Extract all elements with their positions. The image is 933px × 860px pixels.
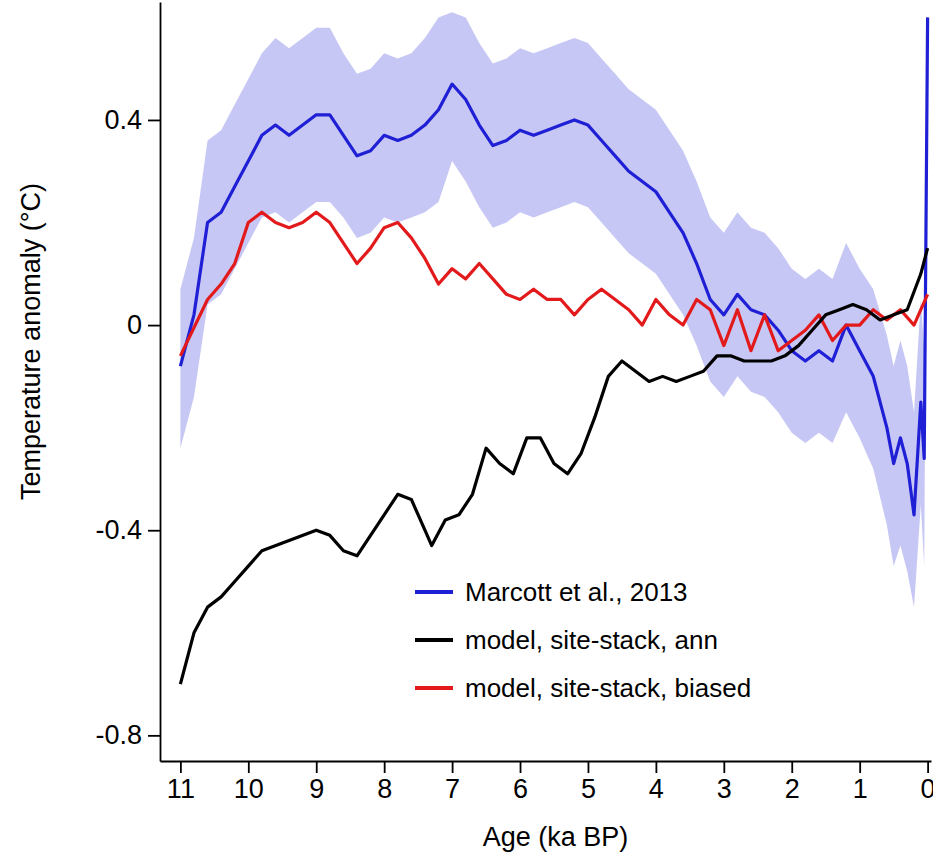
marks <box>180 12 927 684</box>
x-tick: 7 <box>445 761 460 804</box>
x-tick-mark <box>520 761 522 773</box>
x-tick: 8 <box>377 761 392 804</box>
y-tick-mark <box>148 735 160 737</box>
x-tick: 9 <box>309 761 324 804</box>
y-tick-label: 0 <box>127 310 142 340</box>
x-tick-label: 9 <box>309 774 324 804</box>
x-tick-label: 7 <box>445 774 460 804</box>
x-tick-label: 3 <box>717 774 732 804</box>
y-tick: 0 <box>127 310 160 340</box>
chart: 0.40-0.4-0.811109876543210Age (ka BP)Tem… <box>0 0 933 860</box>
x-tick-label: 11 <box>167 774 195 804</box>
x-tick-label: 1 <box>853 774 868 804</box>
x-tick-mark <box>723 761 725 773</box>
x-tick-label: 4 <box>649 774 664 804</box>
x-axis-title: Age (ka BP) <box>483 822 629 852</box>
x-tick-label: 0 <box>921 774 933 804</box>
series-line <box>180 17 927 514</box>
y-axis-line <box>160 3 162 762</box>
x-tick-label: 10 <box>234 774 264 804</box>
x-tick-mark <box>384 761 386 773</box>
y-tick-label: -0.4 <box>95 515 142 545</box>
x-tick: 5 <box>581 761 596 804</box>
x-tick: 3 <box>717 761 732 804</box>
x-tick-mark <box>927 761 929 773</box>
y-tick-label: -0.8 <box>95 720 142 750</box>
y-axis-title: Temperature anomaly (°C) <box>16 183 46 500</box>
x-tick-mark <box>180 761 182 773</box>
x-tick-mark <box>452 761 454 773</box>
x-tick: 10 <box>234 761 264 804</box>
x-tick-label: 6 <box>513 774 528 804</box>
series-line <box>180 212 927 356</box>
y-axis: 0.4 0 -0.4 -0.8 <box>95 3 160 762</box>
x-axis: 11109876543210 <box>161 761 933 804</box>
legend-label: Marcott et al., 2013 <box>465 577 688 607</box>
uncertainty-band <box>180 12 927 607</box>
x-tick-mark <box>791 761 793 773</box>
x-tick-label: 8 <box>377 774 392 804</box>
series-line <box>180 248 927 684</box>
x-tick-label: 2 <box>785 774 800 804</box>
x-tick-mark <box>588 761 590 773</box>
y-tick-mark <box>148 120 160 122</box>
x-tick-mark <box>316 761 318 773</box>
plot: 0.40-0.4-0.811109876543210 <box>95 3 933 805</box>
x-tick: 2 <box>785 761 800 804</box>
x-tick: 1 <box>853 761 868 804</box>
legend-label: model, site-stack, ann <box>465 625 718 655</box>
x-axis-line <box>161 761 932 763</box>
legend-label: model, site-stack, biased <box>465 673 751 703</box>
legend-swatch <box>415 590 453 594</box>
x-tick: 0 <box>921 761 933 804</box>
x-tick-mark <box>859 761 861 773</box>
y-tick-label: 0.4 <box>104 105 142 135</box>
x-tick: 4 <box>649 761 664 804</box>
y-tick: -0.8 <box>95 720 160 750</box>
x-tick-mark <box>248 761 250 773</box>
y-tick: 0.4 <box>104 105 160 135</box>
legend: Marcott et al., 2013 model, site-stack, a… <box>415 577 751 703</box>
x-tick: 6 <box>513 761 528 804</box>
x-tick-label: 5 <box>581 774 596 804</box>
x-tick: 11 <box>167 761 195 804</box>
y-tick: -0.4 <box>95 515 160 545</box>
y-tick-mark <box>148 325 160 327</box>
legend-swatch <box>415 686 453 690</box>
legend-swatch <box>415 638 453 642</box>
y-tick-mark <box>148 530 160 532</box>
x-tick-mark <box>655 761 657 773</box>
